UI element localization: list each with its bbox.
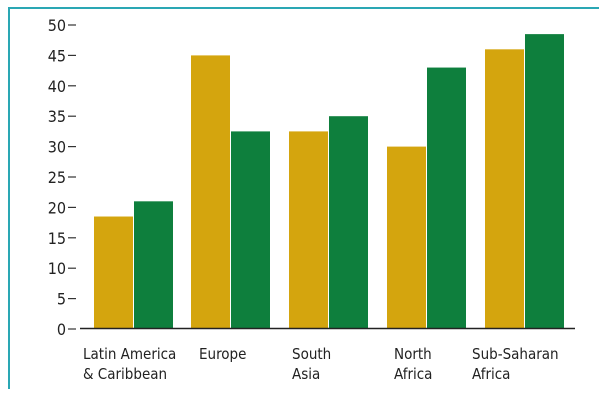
x-category-label-line: Sub-Saharan xyxy=(472,345,559,363)
bars xyxy=(94,34,564,330)
y-tick-label: 50 xyxy=(48,16,66,35)
y-tick-label: 45 xyxy=(48,46,66,65)
x-category-label-line: Africa xyxy=(394,365,432,383)
x-category-label: Latin America & Caribbean xyxy=(83,345,176,383)
bar-series-2-cat-4 xyxy=(427,67,466,329)
y-tick-label: 20 xyxy=(48,198,66,217)
bar-series-2-cat-3 xyxy=(329,116,368,329)
x-category-label-line: Africa xyxy=(472,365,510,383)
x-category-label: North Africa xyxy=(394,345,432,383)
frame-border-top xyxy=(8,7,599,9)
y-tick-label: 35 xyxy=(48,107,66,126)
x-category-label-line: Asia xyxy=(292,365,320,383)
bar-series-2-cat-1 xyxy=(134,201,173,329)
x-category-label-line: & Caribbean xyxy=(83,365,167,383)
y-tick-label: 15 xyxy=(48,229,66,248)
x-category-label-line: North xyxy=(394,345,432,363)
y-tick-label: 25 xyxy=(48,168,66,187)
bar-series-2-cat-2 xyxy=(231,131,270,329)
frame-border-left xyxy=(8,7,10,389)
bar-series-1-cat-4 xyxy=(387,146,426,329)
y-tick-label: 10 xyxy=(48,259,66,278)
x-category-label: Europe xyxy=(199,345,246,363)
x-category-label-line: Latin America xyxy=(83,345,176,363)
x-axis-labels: Latin America & Caribbean Europe South Asia N… xyxy=(83,345,559,383)
y-tick-label: 40 xyxy=(48,77,66,96)
x-category-label-line: South xyxy=(292,345,331,363)
y-tick-label: 0 xyxy=(57,320,66,339)
bar-series-1-cat-3 xyxy=(289,131,328,329)
bar-series-1-cat-1 xyxy=(94,216,133,329)
bar-series-2-cat-5 xyxy=(525,34,564,330)
bar-series-1-cat-2 xyxy=(191,55,230,330)
x-category-label-line: Europe xyxy=(199,345,246,363)
x-category-label: South Asia xyxy=(292,345,331,383)
bar-series-1-cat-5 xyxy=(485,49,524,329)
x-category-label: Sub-Saharan Africa xyxy=(472,345,559,383)
y-tick-label: 5 xyxy=(57,290,66,309)
y-tick-label: 30 xyxy=(48,138,66,157)
